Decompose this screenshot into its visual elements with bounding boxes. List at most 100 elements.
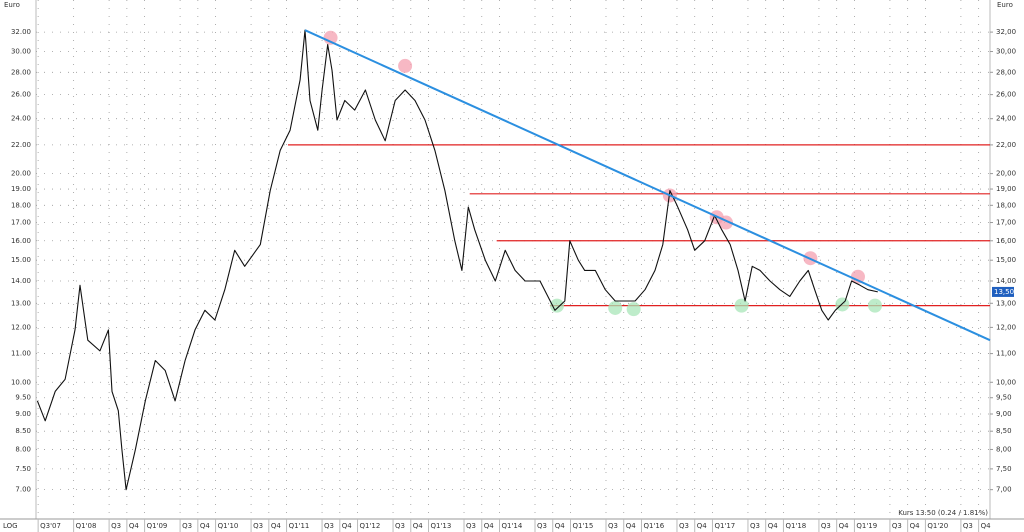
- x-tick-label: Q1'15: [572, 522, 593, 530]
- y2-tick-label: 8,00: [996, 445, 1012, 453]
- y2-tick-label: 32,00: [996, 28, 1016, 36]
- y-tick-label: 28.00: [11, 68, 31, 76]
- y2-tick-label: 9,00: [996, 410, 1012, 418]
- x-tick-label: Q3: [253, 522, 263, 530]
- x-tick-label: Q1'14: [502, 522, 523, 530]
- x-tick-label: Q3: [466, 522, 476, 530]
- price-line: [36, 29, 878, 491]
- x-tick-label: Q4: [342, 522, 353, 530]
- y-tick-label: 17.00: [11, 219, 31, 227]
- x-tick-label: Q3: [324, 522, 334, 530]
- resistance-marker: [398, 58, 413, 73]
- y2-tick-label: 13,00: [996, 299, 1016, 307]
- x-tick-label: Q4: [413, 522, 424, 530]
- x-tick-label: Q4: [910, 522, 921, 530]
- x-tick-label: Q4: [626, 522, 637, 530]
- y-tick-label: 26.00: [11, 91, 31, 99]
- y-tick-label: 24.00: [11, 115, 31, 123]
- x-tick-label: Q4: [981, 522, 992, 530]
- y-tick-label: 10.00: [11, 378, 31, 386]
- quote-text: Kurs 13.50 (0.24 / 1.81%): [898, 509, 988, 517]
- support-marker: [608, 300, 623, 315]
- y-tick-label: 8.50: [15, 427, 31, 435]
- y2-tick-label: 15,00: [996, 256, 1016, 264]
- y2-tick-label: 28,00: [996, 68, 1016, 76]
- y2-tick-label: 20,00: [996, 170, 1016, 178]
- y-tick-label: 7.50: [15, 465, 31, 473]
- x-tick-label: Q1'08: [76, 522, 97, 530]
- support-marker: [626, 302, 641, 317]
- x-tick-label: Q1'18: [785, 522, 806, 530]
- y2-tick-label: 30,00: [996, 48, 1016, 56]
- y-tick-label: 9.00: [15, 410, 31, 418]
- y2-tick-label: 7,00: [996, 486, 1012, 494]
- x-tick-label: Q1'19: [856, 522, 877, 530]
- y-tick-label: 22.00: [11, 141, 31, 149]
- y-tick-label: 30.00: [11, 48, 31, 56]
- y-tick-label: 11.00: [11, 350, 31, 358]
- y2-tick-label: 14,00: [996, 277, 1016, 285]
- y-axis-unit: Euro: [4, 1, 20, 9]
- x-tick-label: Q1'11: [289, 522, 310, 530]
- y-tick-label: 12.00: [11, 323, 31, 331]
- x-tick-label: Q3'07: [40, 522, 61, 530]
- x-tick-label: Q3: [821, 522, 831, 530]
- x-tick-label: Q3: [111, 522, 121, 530]
- y2-tick-label: 16,00: [996, 237, 1016, 245]
- y2-tick-label: 12,00: [996, 323, 1016, 331]
- y2-tick-label: 24,00: [996, 115, 1016, 123]
- y-tick-label: 8.00: [15, 445, 31, 453]
- x-tick-label: Q3: [395, 522, 405, 530]
- x-tick-label: Q1'10: [218, 522, 239, 530]
- y2-tick-label: 7,50: [996, 465, 1012, 473]
- y-tick-label: 9.50: [15, 394, 31, 402]
- y2-tick-label: 22,00: [996, 141, 1016, 149]
- x-tick-label: Q3: [182, 522, 192, 530]
- last-price-label: 13,50: [994, 288, 1014, 296]
- x-tick-label: Q1'13: [431, 522, 452, 530]
- x-tick-label: Q3: [537, 522, 547, 530]
- y2-tick-label: 18,00: [996, 201, 1016, 209]
- x-tick-label: Q1'17: [714, 522, 735, 530]
- y2-tick-label: 26,00: [996, 91, 1016, 99]
- x-tick-label: Q4: [129, 522, 140, 530]
- scale-label: LOG: [3, 522, 18, 530]
- x-tick-label: Q4: [768, 522, 779, 530]
- y2-tick-label: 8,50: [996, 427, 1012, 435]
- support-marker: [550, 298, 565, 313]
- x-tick-label: Q3: [608, 522, 618, 530]
- support-marker: [835, 297, 850, 312]
- trendline: [304, 29, 991, 342]
- y-tick-label: 20.00: [11, 170, 31, 178]
- x-tick-label: Q4: [200, 522, 211, 530]
- y-tick-label: 15.00: [11, 256, 31, 264]
- x-tick-label: Q4: [555, 522, 566, 530]
- y-tick-label: 32.00: [11, 28, 31, 36]
- y2-tick-label: 11,00: [996, 350, 1016, 358]
- support-marker: [868, 298, 883, 313]
- y-tick-label: 19.00: [11, 185, 31, 193]
- y2-axis-unit: Euro: [997, 1, 1013, 9]
- support-marker: [734, 298, 749, 313]
- last-price-tag: [992, 286, 1014, 297]
- x-tick-label: Q1'16: [643, 522, 664, 530]
- x-tick-label: Q4: [697, 522, 708, 530]
- x-tick-label: Q4: [839, 522, 850, 530]
- y2-tick-label: 10,00: [996, 378, 1016, 386]
- x-tick-label: Q3: [750, 522, 760, 530]
- x-tick-label: Q3: [892, 522, 902, 530]
- y2-tick-label: 17,00: [996, 219, 1016, 227]
- x-tick-label: Q1'12: [360, 522, 381, 530]
- x-tick-label: Q4: [484, 522, 495, 530]
- y-tick-label: 18.00: [11, 201, 31, 209]
- y2-tick-label: 19,00: [996, 185, 1016, 193]
- x-tick-label: Q3: [679, 522, 689, 530]
- x-tick-label: Q1'20: [927, 522, 948, 530]
- x-tick-label: Q1'09: [147, 522, 168, 530]
- y2-tick-label: 9,50: [996, 394, 1012, 402]
- y-tick-label: 7.00: [15, 486, 31, 494]
- y-tick-label: 13.00: [11, 299, 31, 307]
